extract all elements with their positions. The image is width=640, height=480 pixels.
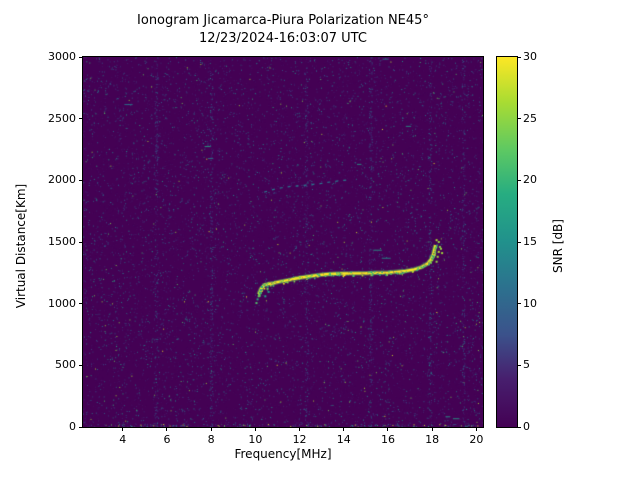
y-tick-label: 2000 [48,173,76,187]
y-tick-mark [79,118,83,120]
x-tick-mark [166,427,168,431]
colorbar-tick-mark [517,118,521,120]
x-tick-label: 12 [292,433,307,446]
y-tick-label: 2500 [48,111,76,125]
x-tick-mark [299,427,301,431]
chart-subtitle: 12/23/2024-16:03:07 UTC [199,31,367,46]
chart-title: Ionogram Jicamarca-Piura Polarization NE… [137,13,429,28]
colorbar-tick-label: 5 [523,358,530,372]
colorbar [496,56,518,428]
colorbar-tick-label: 10 [523,296,537,310]
colorbar-tick-mark [517,303,521,305]
x-tick-label: 20 [469,433,484,446]
colorbar-tick-mark [517,364,521,366]
colorbar-gradient [497,57,517,427]
x-tick-mark [122,427,124,431]
colorbar-tick-label: 30 [523,50,537,63]
colorbar-tick-mark [517,241,521,243]
x-tick-mark [387,427,389,431]
y-tick-label: 1000 [48,296,76,310]
colorbar-tick-label: 15 [523,235,537,248]
colorbar-label-text: SNR [dB] [551,219,565,273]
x-axis-label: Frequency[MHz] [234,447,332,461]
x-tick-mark [210,427,212,431]
y-tick-mark [79,426,83,428]
y-tick-label: 500 [55,358,76,372]
colorbar-tick-mark [517,179,521,181]
x-tick-label: 18 [425,433,440,446]
x-tick-mark [475,427,477,431]
x-tick-label: 6 [163,433,171,446]
y-tick-mark [79,241,83,243]
y-tick-mark [79,303,83,305]
ionogram-heatmap-canvas [83,57,483,427]
x-tick-mark [431,427,433,431]
y-tick-mark [79,56,83,58]
x-tick-mark [343,427,345,431]
colorbar-tick-label: 20 [523,173,537,187]
x-tick-label: 10 [248,433,263,446]
x-tick-mark [254,427,256,431]
colorbar-tick-label: 0 [523,420,530,433]
x-tick-label: 14 [336,433,351,446]
x-tick-label: 8 [207,433,215,446]
y-axis-label-text: Virtual Distance[Km] [14,183,28,309]
colorbar-tick-mark [517,426,521,428]
y-tick-label: 3000 [48,50,76,63]
colorbar-tick-label: 25 [523,111,537,125]
y-tick-label: 0 [69,420,76,433]
plot-area [82,56,484,428]
x-tick-label: 16 [380,433,395,446]
y-tick-mark [79,364,83,366]
y-tick-mark [79,179,83,181]
colorbar-tick-mark [517,56,521,58]
y-tick-label: 1500 [48,235,76,248]
x-tick-label: 4 [119,433,127,446]
